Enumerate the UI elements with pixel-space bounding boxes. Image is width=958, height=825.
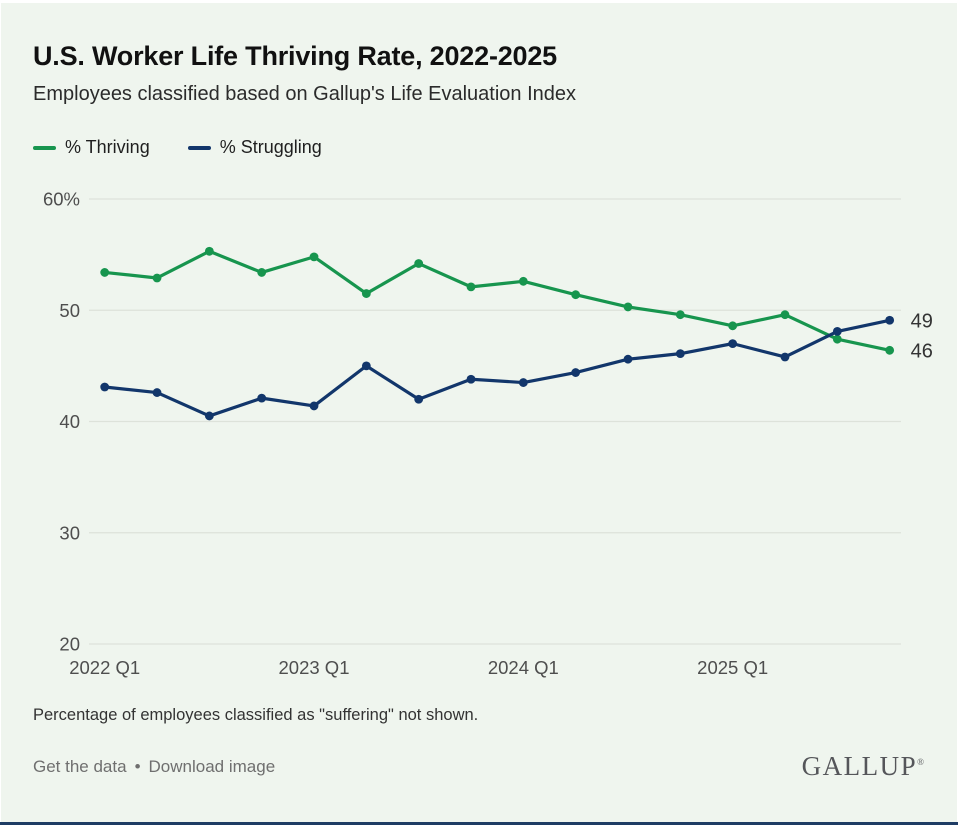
data-point <box>204 246 214 256</box>
data-point <box>518 276 528 286</box>
data-point <box>361 361 371 371</box>
data-point <box>780 352 790 362</box>
legend-label-struggling: % Struggling <box>219 137 322 157</box>
y-axis-label: 60% <box>43 189 80 210</box>
x-axis-label: 2025 Q1 <box>697 657 768 678</box>
data-point <box>571 368 581 377</box>
struggling-line-swatch-icon <box>187 145 211 150</box>
chart-card: U.S. Worker Life Thriving Rate, 2022-202… <box>1 3 957 822</box>
y-axis-label: 30 <box>59 522 80 543</box>
registered-mark-icon: ® <box>917 757 924 767</box>
x-axis-label: 2023 Q1 <box>279 657 350 678</box>
data-point <box>675 349 685 359</box>
x-axis-label: 2024 Q1 <box>488 657 559 678</box>
y-axis-label: 50 <box>59 300 80 321</box>
data-point <box>571 290 581 300</box>
gallup-logo: GALLUP® <box>802 751 924 782</box>
data-point <box>100 382 110 392</box>
data-point <box>623 302 633 312</box>
data-point <box>466 374 476 384</box>
data-point <box>361 289 371 298</box>
get-the-data-link[interactable]: Get the data <box>33 757 127 776</box>
data-point <box>100 268 110 277</box>
data-point <box>309 401 319 411</box>
data-point <box>675 310 685 320</box>
data-point <box>728 321 738 331</box>
data-point <box>257 268 267 277</box>
y-axis-label: 20 <box>59 634 80 655</box>
data-point <box>152 388 162 397</box>
data-point <box>204 411 214 421</box>
legend-item-struggling: % Struggling <box>187 137 322 158</box>
chart-subtitle: Employees classified based on Gallup's L… <box>33 83 577 105</box>
end-value-label: 46 <box>911 340 933 362</box>
bottom-border <box>0 822 958 825</box>
data-point <box>885 315 895 325</box>
x-axis-label: 2022 Q1 <box>69 657 140 678</box>
data-point <box>780 310 790 320</box>
y-axis-label: 40 <box>59 411 80 432</box>
series-line <box>103 249 892 352</box>
data-point <box>257 393 267 403</box>
chart-footnote: Percentage of employees classified as "s… <box>33 706 479 724</box>
data-point <box>885 345 895 355</box>
data-point <box>728 339 738 349</box>
data-point <box>414 394 424 404</box>
footer-separator: • <box>134 757 141 776</box>
data-point <box>414 259 424 268</box>
data-point <box>832 334 842 344</box>
data-point <box>152 273 162 283</box>
data-point <box>832 326 842 336</box>
legend-label-thriving: % Thriving <box>65 137 150 157</box>
footer-links: Get the data • Download image <box>33 757 275 777</box>
download-image-link[interactable]: Download image <box>148 757 276 776</box>
legend: % Thriving % Struggling <box>33 137 322 158</box>
thriving-line-swatch-icon <box>33 145 56 150</box>
end-value-label: 49 <box>911 310 933 332</box>
series-line <box>103 318 892 418</box>
legend-item-thriving: % Thriving <box>33 137 150 158</box>
data-point <box>466 282 476 292</box>
data-point <box>309 252 319 262</box>
gallup-wordmark: GALLUP <box>801 751 918 781</box>
data-point <box>623 354 633 364</box>
chart-title: U.S. Worker Life Thriving Rate, 2022-202… <box>33 41 557 71</box>
data-point <box>518 378 528 387</box>
